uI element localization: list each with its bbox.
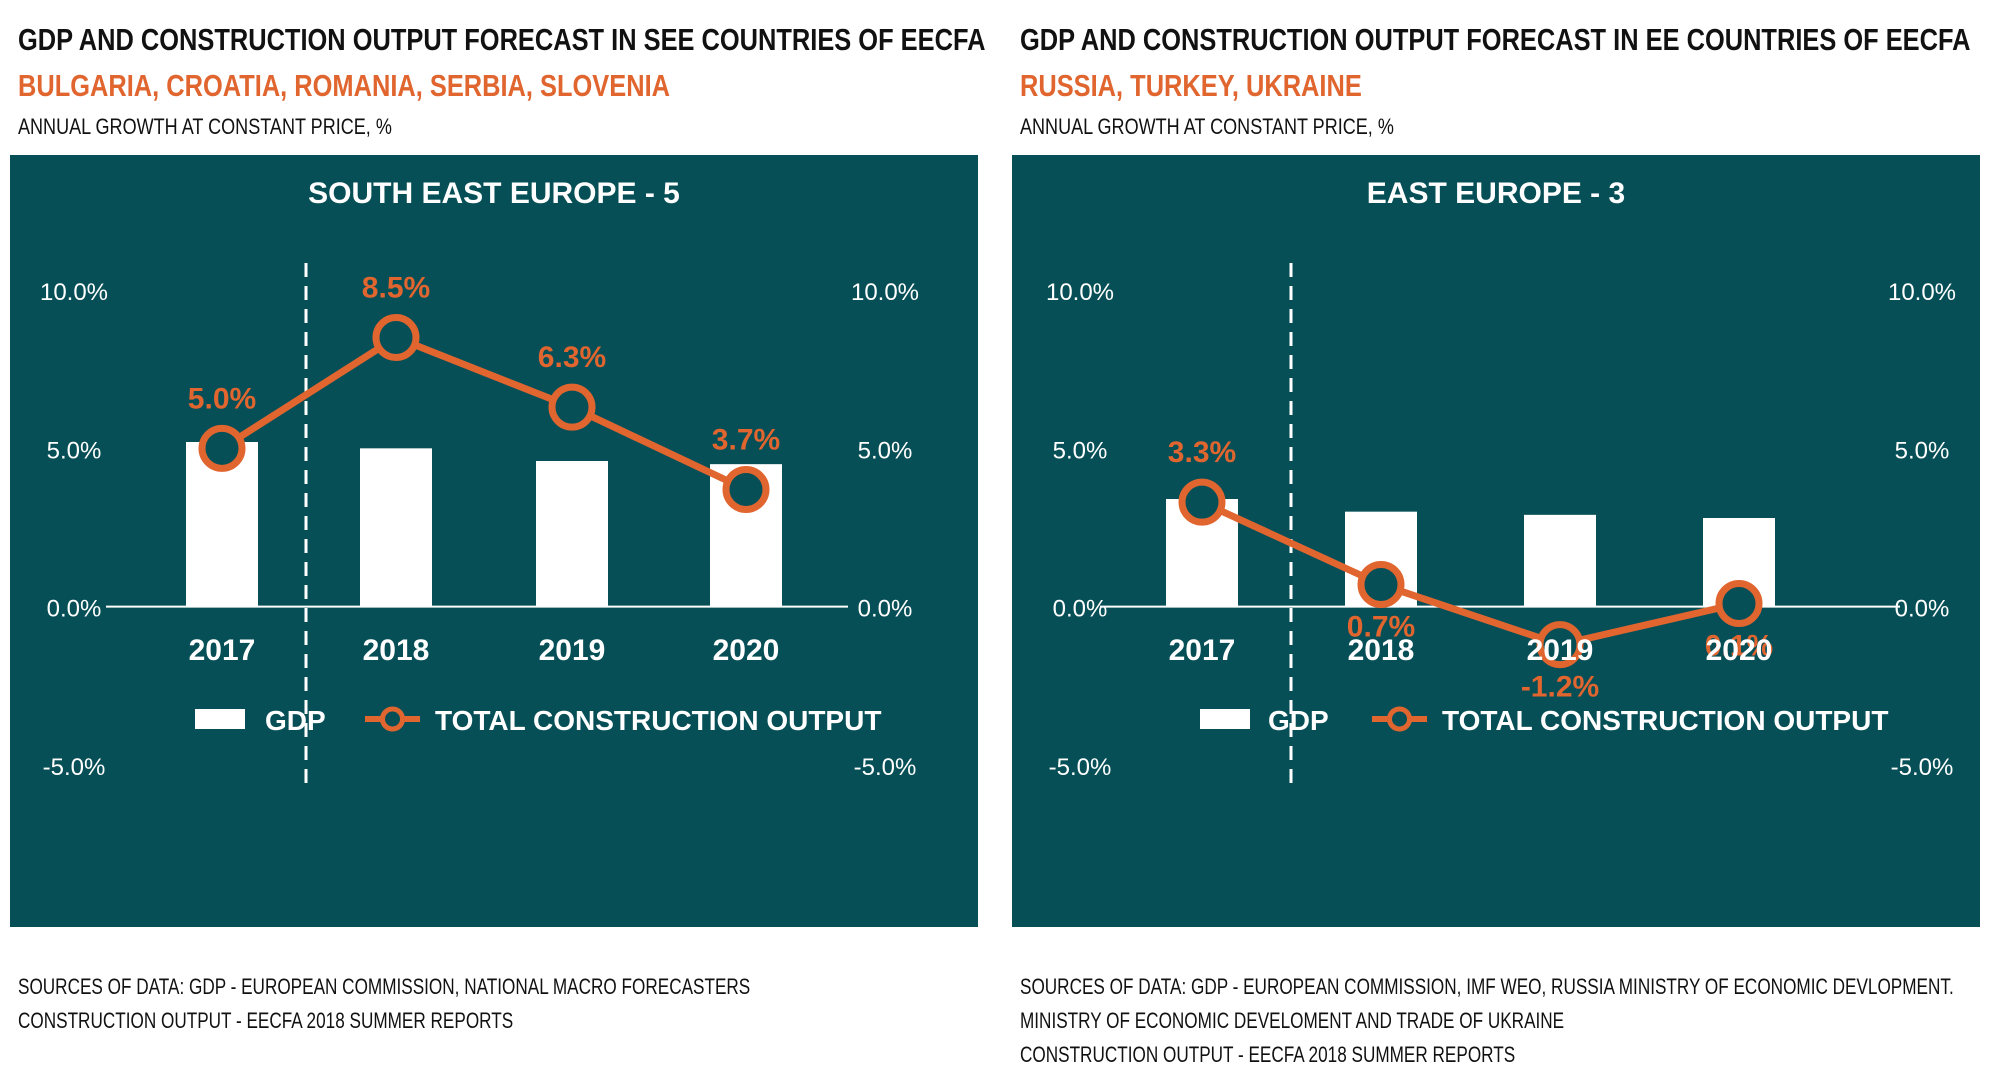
left-source-line: CONSTRUCTION OUTPUT - EECFA 2018 SUMMER …	[18, 1008, 514, 1033]
legend-line-label: TOTAL CONSTRUCTION OUTPUT	[435, 705, 881, 736]
legend-line-marker	[1387, 706, 1412, 732]
construction-output-label: 5.0%	[188, 382, 256, 415]
left-subtitle: BULGARIA, CROATIA, ROMANIA, SERBIA, SLOV…	[18, 68, 670, 103]
legend-gdp-label: GDP	[265, 705, 326, 736]
y-tick-label-right: -5.0%	[854, 754, 917, 781]
y-tick-label-left: -5.0%	[1049, 754, 1112, 781]
y-tick-label-left: 5.0%	[47, 437, 102, 464]
x-tick-label: 2020	[1706, 634, 1773, 667]
x-tick-label: 2017	[189, 634, 256, 667]
y-tick-label-left: 0.0%	[47, 596, 102, 623]
y-tick-label-right: 5.0%	[858, 437, 913, 464]
left-unit-label: ANNUAL GROWTH AT CONSTANT PRICE, %	[18, 114, 392, 139]
right-source-line: MINISTRY OF ECONOMIC DEVELOMENT AND TRAD…	[1020, 1008, 1565, 1033]
right-sources: SOURCES OF DATA: GDP - EUROPEAN COMMISSI…	[1020, 970, 2000, 1072]
construction-output-point	[198, 424, 246, 472]
x-tick-label: 2017	[1169, 634, 1236, 667]
right-title: GDP AND CONSTRUCTION OUTPUT FORECAST IN …	[1020, 22, 1971, 57]
x-tick-label: 2020	[713, 634, 780, 667]
left-chart-area: SOUTH EAST EUROPE - 5 10.0% 10.0% 5.0% 5.0% 0…	[10, 155, 978, 927]
x-tick-label: 2019	[1527, 634, 1594, 667]
legend-gdp-swatch	[195, 709, 245, 729]
right-chart-area: EAST EUROPE - 3 10.0% 10.0% 5.0% 5.0% 0.0% 0.0…	[1012, 155, 1980, 927]
y-tick-label-right: 5.0%	[1895, 437, 1950, 464]
right-source-line: SOURCES OF DATA: GDP - EUROPEAN COMMISSI…	[1020, 974, 1954, 999]
gdp-bar	[360, 448, 432, 607]
construction-output-line	[1200, 498, 1740, 649]
y-tick-label-left: 10.0%	[1046, 279, 1114, 306]
legend-gdp-label: GDP	[1268, 705, 1329, 736]
right-source-line: CONSTRUCTION OUTPUT - EECFA 2018 SUMMER …	[1020, 1042, 1516, 1067]
chart-title: SOUTH EAST EUROPE - 5	[308, 177, 680, 210]
construction-output-label: 3.7%	[712, 424, 780, 457]
construction-output-point	[1357, 561, 1405, 608]
construction-output-line	[220, 334, 748, 493]
y-tick-label-left: 0.0%	[1053, 596, 1108, 623]
construction-output-label: 6.3%	[538, 341, 606, 374]
construction-output-point	[1536, 621, 1584, 669]
left-title: GDP AND CONSTRUCTION OUTPUT FORECAST IN …	[18, 22, 986, 57]
x-tick-label: 2018	[363, 634, 430, 667]
construction-output-point	[372, 314, 420, 361]
gdp-bar	[1524, 514, 1596, 607]
y-tick-label-left: -5.0%	[43, 754, 106, 781]
left-sources: SOURCES OF DATA: GDP - EUROPEAN COMMISSI…	[18, 970, 1032, 1038]
construction-output-point	[548, 383, 596, 431]
x-tick-label: 2019	[539, 634, 606, 667]
left-panel: GDP AND CONSTRUCTION OUTPUT FORECAST IN …	[10, 0, 990, 1077]
construction-output-label: 0.1%	[1705, 630, 1773, 663]
construction-output-label: 8.5%	[362, 272, 430, 305]
legend-line-label: TOTAL CONSTRUCTION OUTPUT	[1442, 705, 1888, 736]
right-unit-label: ANNUAL GROWTH AT CONSTANT PRICE, %	[1020, 114, 1394, 139]
construction-output-point	[722, 466, 770, 513]
right-panel: GDP AND CONSTRUCTION OUTPUT FORECAST IN …	[1012, 0, 1992, 1077]
ee-chart: EAST EUROPE - 3 10.0% 10.0% 5.0% 5.0% 0.0% 0.0…	[1046, 177, 1956, 785]
construction-output-label: 0.7%	[1347, 611, 1415, 644]
y-tick-label-right: 10.0%	[851, 279, 919, 306]
x-tick-label: 2018	[1348, 634, 1415, 667]
construction-output-point	[1178, 478, 1226, 526]
y-tick-label-right: 0.0%	[858, 596, 913, 623]
y-tick-label-right: 0.0%	[1895, 596, 1950, 623]
y-tick-label-left: 10.0%	[40, 279, 108, 306]
right-subtitle: RUSSIA, TURKEY, UKRAINE	[1020, 68, 1362, 103]
y-tick-label-right: -5.0%	[1891, 754, 1954, 781]
legend-line-marker	[380, 706, 405, 732]
gdp-bar	[536, 461, 608, 607]
chart-title: EAST EUROPE - 3	[1367, 177, 1625, 210]
legend-gdp-swatch	[1200, 709, 1250, 729]
construction-output-label: -1.2%	[1521, 671, 1599, 704]
construction-output-point	[1715, 580, 1763, 627]
left-source-line: SOURCES OF DATA: GDP - EUROPEAN COMMISSI…	[18, 974, 751, 999]
y-tick-label-right: 10.0%	[1888, 279, 1956, 306]
y-tick-label-left: 5.0%	[1053, 437, 1108, 464]
construction-output-label: 3.3%	[1168, 436, 1236, 469]
see-chart: SOUTH EAST EUROPE - 5 10.0% 10.0% 5.0% 5.0% 0…	[40, 177, 919, 785]
